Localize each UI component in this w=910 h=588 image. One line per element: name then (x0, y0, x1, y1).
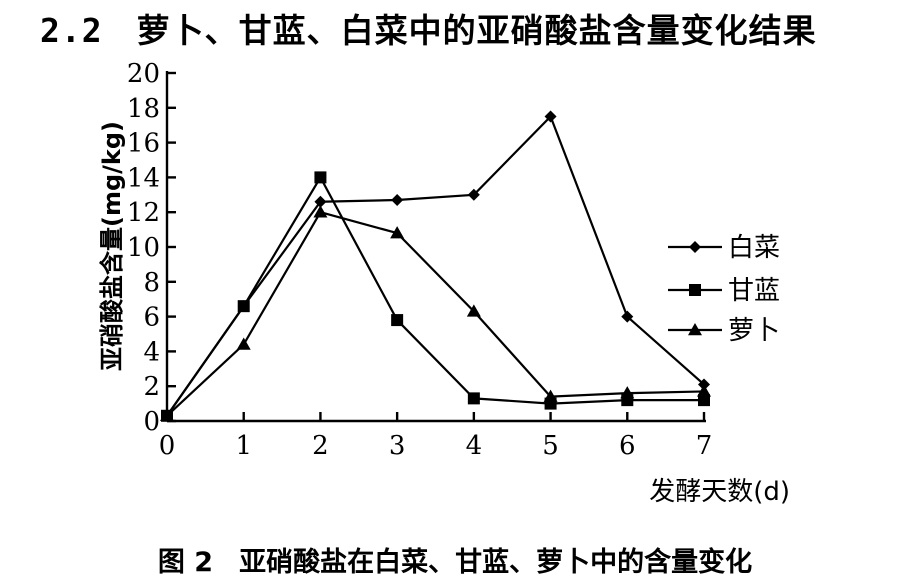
y-tick-label: 16 (127, 129, 160, 159)
data-point (313, 205, 328, 218)
section-title: 萝卜、甘蓝、白菜中的亚硝酸盐含量变化结果 (136, 11, 817, 50)
y-tick-label: 12 (127, 198, 160, 228)
x-axis-label: 发酵天数(d) (649, 477, 790, 507)
legend-item: 萝卜 (668, 316, 780, 346)
figure-caption: 图 2 亚硝酸盐在白菜、甘蓝、萝卜中的含量变化 (0, 540, 910, 579)
data-point (391, 194, 404, 207)
x-tick-label: 3 (389, 431, 406, 461)
data-point (697, 384, 711, 397)
legend-item: 甘蓝 (668, 276, 780, 306)
x-tick-label: 4 (466, 431, 483, 461)
legend-marker (689, 241, 701, 253)
data-point (160, 408, 174, 422)
section-number: 2.2 (40, 11, 103, 50)
y-axis-label: 亚硝酸盐含量(mg/kg) (98, 121, 126, 371)
data-point (620, 386, 635, 399)
section-heading: 2.2 萝卜、甘蓝、白菜中的亚硝酸盐含量变化结果 (40, 4, 817, 52)
x-tick-label: 1 (235, 431, 252, 461)
series-diamond (161, 110, 710, 422)
y-tick-label: 18 (127, 94, 160, 124)
x-tick-label: 7 (696, 431, 713, 461)
series-line (166, 210, 705, 417)
legend-marker (689, 284, 701, 296)
data-point (314, 195, 327, 208)
data-point (544, 110, 557, 123)
legend-label: 萝卜 (728, 316, 780, 346)
series-square (161, 171, 710, 422)
y-tick-label: 8 (143, 268, 160, 298)
y-tick-label: 20 (127, 59, 160, 89)
data-point (621, 310, 634, 323)
data-point (390, 226, 405, 239)
legend-item: 白菜 (668, 233, 780, 263)
data-point (314, 171, 327, 184)
legend-label: 白菜 (728, 233, 780, 263)
data-point (236, 337, 251, 350)
y-tick-label: 10 (127, 233, 160, 263)
figure-number: 图 2 (157, 547, 214, 578)
y-tick-label: 14 (127, 163, 160, 193)
data-point (467, 188, 480, 201)
x-tick-label: 5 (542, 431, 559, 461)
y-tick-label: 0 (143, 407, 160, 437)
x-tick-label: 0 (159, 431, 176, 461)
series-triangle (160, 205, 711, 422)
y-tick-label: 2 (143, 372, 160, 402)
legend-label: 甘蓝 (728, 276, 780, 306)
y-tick-label: 4 (143, 337, 160, 367)
data-point (391, 314, 404, 327)
data-point (237, 300, 250, 313)
data-point (543, 389, 558, 402)
legend-marker (688, 323, 702, 336)
y-tick-label: 6 (143, 303, 160, 333)
series-layer (160, 110, 711, 422)
series-line (166, 175, 704, 417)
figure-caption-text: 亚硝酸盐在白菜、甘蓝、萝卜中的含量变化 (239, 547, 753, 578)
x-tick-label: 2 (312, 431, 329, 461)
data-point (698, 394, 710, 407)
data-point (467, 392, 480, 405)
series-line (166, 114, 705, 417)
x-tick-label: 6 (619, 431, 636, 461)
data-point (466, 304, 481, 317)
